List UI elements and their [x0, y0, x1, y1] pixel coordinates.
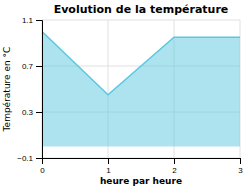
tick: −0.1	[17, 154, 42, 163]
chart: 0 1 2 3 −0.1 0.3 0.7 1.1 Evolution de la tempéra…	[0, 0, 250, 188]
tick-mark	[108, 158, 109, 164]
tick-label: 2	[172, 166, 177, 175]
tick-mark	[36, 158, 42, 159]
tick: 0	[40, 158, 45, 175]
tick-mark	[36, 66, 42, 67]
grid	[42, 20, 240, 158]
tick-mark	[240, 158, 241, 164]
tick: 1.1	[22, 16, 42, 25]
tick: 2	[172, 158, 177, 175]
line	[42, 32, 240, 95]
tick: 0.3	[22, 108, 42, 117]
marks	[42, 32, 240, 147]
tick-label: 1.1	[22, 16, 34, 25]
tick-mark	[36, 112, 42, 113]
tick: 0.7	[22, 62, 42, 71]
axis-line	[36, 21, 43, 159]
grid-line	[42, 20, 240, 21]
tick-label: 0.3	[22, 108, 34, 117]
x-axis: 0 1 2 3	[40, 158, 243, 175]
tick-mark	[174, 158, 175, 164]
tick: 3	[238, 158, 243, 175]
plot: 0 1 2 3 −0.1 0.3 0.7 1.1	[17, 16, 243, 175]
tick-label: 0.7	[22, 62, 34, 71]
title: Evolution de la température	[54, 3, 229, 16]
tick-label: 3	[238, 166, 243, 175]
tick-label: −0.1	[17, 154, 33, 163]
y-axis: −0.1 0.3 0.7 1.1	[17, 16, 42, 163]
tick: 1	[106, 158, 111, 175]
x-label: heure par heure	[100, 176, 182, 186]
tick-label: 1	[106, 166, 111, 175]
tick-mark	[36, 20, 42, 21]
y-label: Température en °C	[2, 47, 12, 133]
area	[42, 32, 240, 147]
axis-line	[43, 159, 241, 165]
tick-label: 0	[40, 166, 45, 175]
